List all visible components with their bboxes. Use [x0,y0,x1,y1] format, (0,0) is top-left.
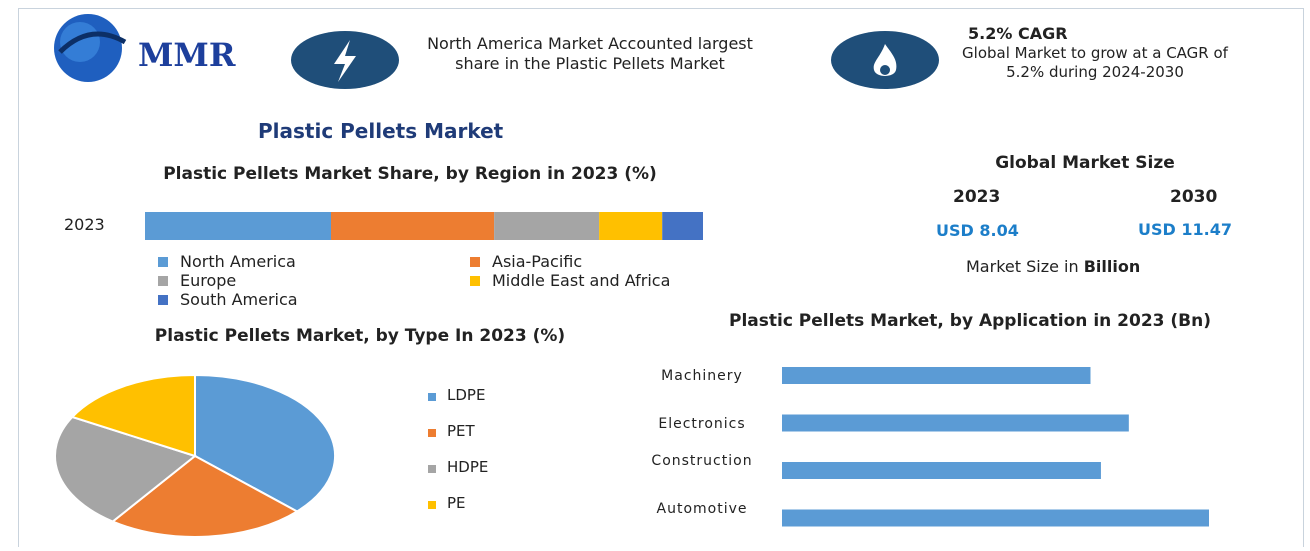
legend-label: North America [180,252,296,271]
legend-swatch [428,429,436,437]
legend-label: South America [180,290,298,309]
icon-bolt [291,31,399,89]
legend-swatch [470,276,480,286]
cagr-title: 5.2% CAGR [968,24,1068,43]
category-label: Automotive [656,500,748,517]
legend-label: Europe [180,271,237,290]
unit: Billion [1083,257,1141,276]
chart-title: Plastic Pellets Market, by Application i… [728,311,1212,331]
bar-segment [145,212,331,240]
legend-swatch [158,257,168,267]
stacked-bar [145,212,703,240]
legend-swatch [470,257,480,267]
legend-swatch [428,393,436,401]
pie-slice [54,415,198,523]
legend-swatch [470,276,480,286]
icon-flame [831,31,939,89]
legend-swatch [158,257,168,267]
category-label: 2023 [64,215,105,234]
legend-swatch [428,501,436,509]
legend-label: Asia-Pacific [492,252,583,271]
chart-title: Plastic Pellets Market, by Type In 2023 … [154,326,566,346]
bar [782,509,1209,527]
legend-swatch [428,429,436,437]
year: 2030 [1170,187,1218,207]
bar-segment [599,212,663,240]
note: Market Size in [966,257,1079,276]
chart-title: Plastic Pellets Market Share, by Region … [163,164,657,184]
legend-label: PET [447,422,475,440]
pie [54,373,336,538]
market-size-title: Global Market Size [995,153,1175,173]
bar [782,462,1101,479]
market-value: USD 8.04 [936,221,1019,240]
legend-label: LDPE [447,386,486,404]
legend-label: HDPE [447,458,489,476]
market-value: USD 11.47 [1138,220,1232,239]
legend-swatch [158,276,168,286]
market-note: Market Size in Billion [966,257,1140,276]
bar [782,414,1129,432]
year: 2023 [953,187,1001,207]
cagr-text: Global Market to grow at a CAGR of 5.2% … [962,44,1228,81]
bar-segment [331,212,495,240]
legend-label: Middle East and Africa [492,271,671,290]
legend-swatch [428,465,436,473]
category-label: Construction [651,453,753,469]
bar [782,367,1091,384]
legend-label: PE [447,494,466,512]
bar-segment [494,212,600,240]
category-label: Electronics [658,415,746,432]
pie-slice [194,373,336,513]
legend-swatch [158,276,168,286]
legend-swatch [470,257,480,267]
legend-swatch [428,501,436,509]
bar-segment [662,212,703,240]
bar-chart [782,367,1209,527]
pie-slice [70,373,196,458]
highlight-text: North America Market Accounted largest s… [427,34,753,73]
legend-swatch [428,465,436,473]
logo-text: MMR [138,36,236,74]
legend-swatch [158,295,168,305]
pie-slice [110,454,300,538]
legend-swatch [158,295,168,305]
logo-globe [54,14,127,82]
category-label: Machinery [661,368,743,384]
main-title: Plastic Pellets Market [258,119,504,143]
legend-swatch [428,393,436,401]
frame [18,8,1304,547]
